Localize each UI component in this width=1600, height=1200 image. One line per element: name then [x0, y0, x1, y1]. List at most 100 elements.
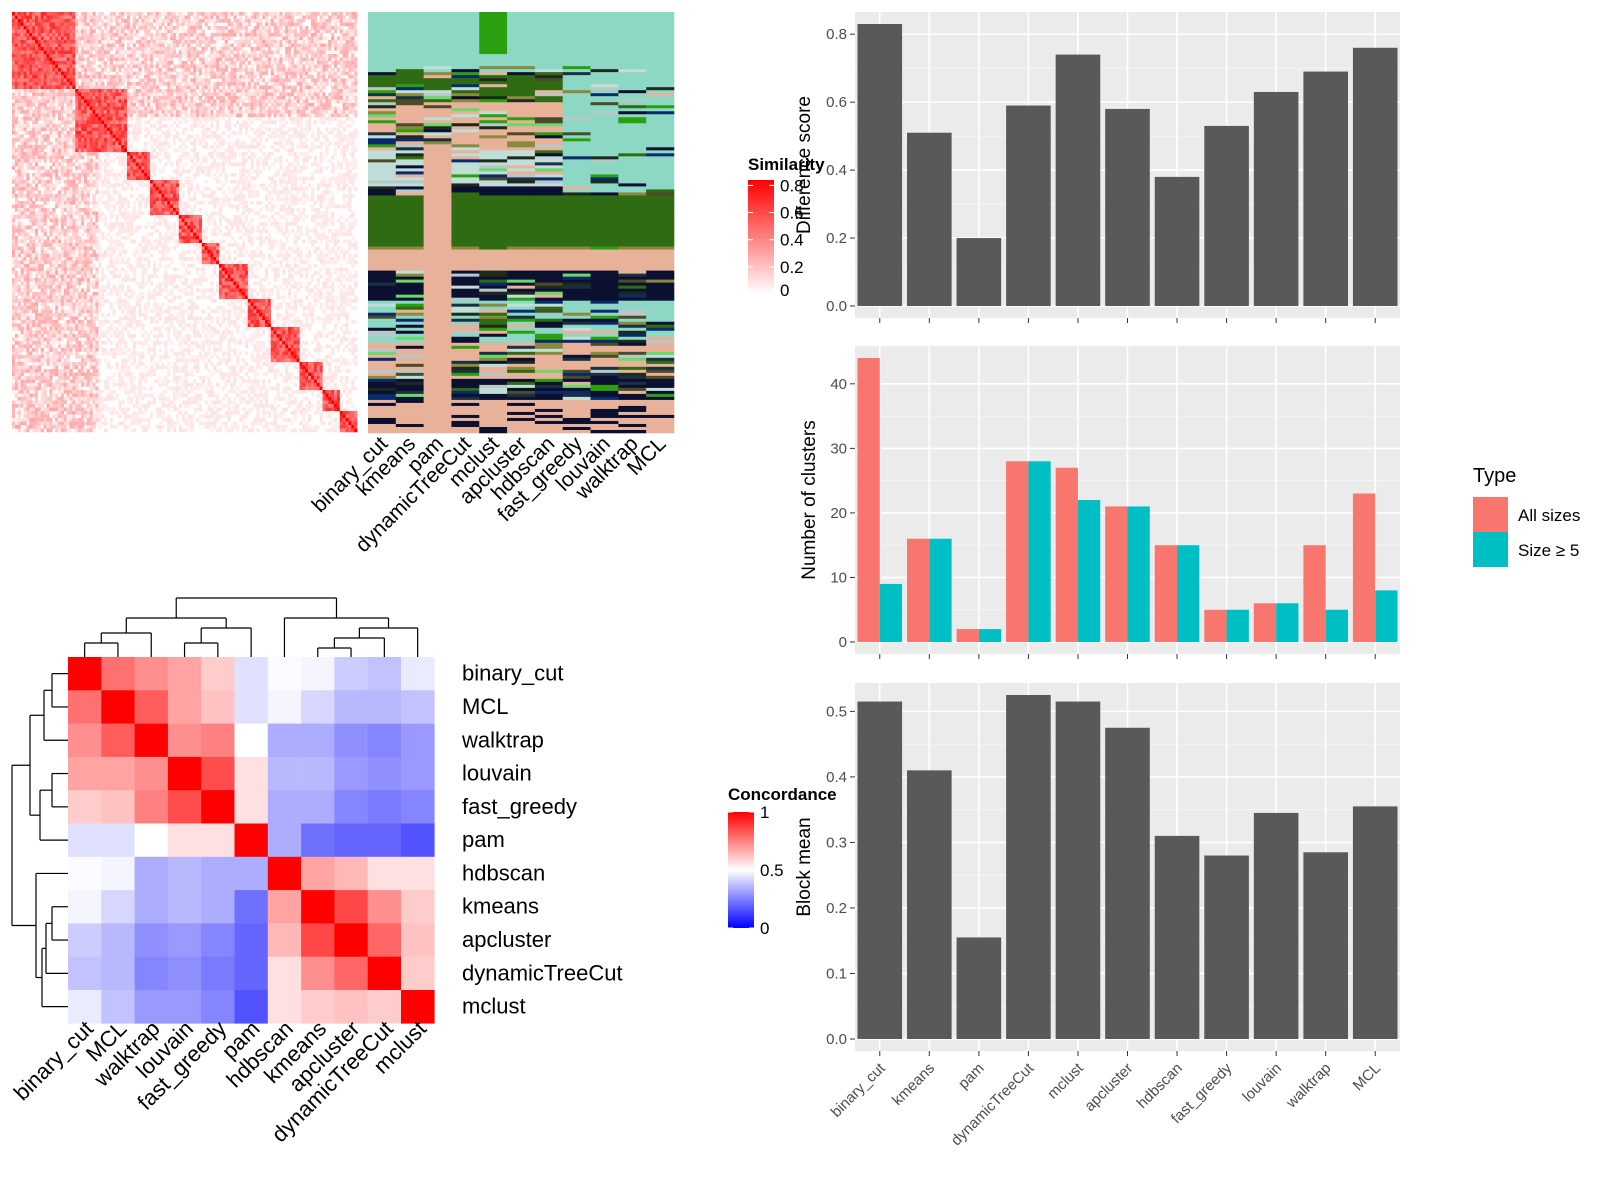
heatmap-cell [234, 790, 269, 824]
heatmap-cell [367, 690, 402, 724]
heatmap-cell [301, 956, 335, 991]
heatmap-cell [367, 923, 402, 957]
heatmap-cell [201, 823, 235, 858]
heatmap-cell [201, 690, 235, 724]
heatmap-cell [301, 657, 335, 691]
y-tick-label: 0.5 [826, 703, 847, 720]
heatmap-cell [101, 956, 135, 991]
heatmap-cell [234, 923, 269, 957]
heatmap-row-label: fast_greedy [462, 794, 577, 819]
heatmap-cell [101, 756, 135, 791]
similarity-legend-tick: 0.2 [780, 258, 804, 277]
bar [1105, 108, 1150, 306]
heatmap-cell [201, 956, 235, 991]
y-tick-label: 0.0 [826, 1031, 847, 1048]
bar [907, 538, 930, 642]
y-tick-label: 0.2 [826, 230, 847, 247]
heatmap-cell [367, 657, 402, 691]
legend-swatch-size-ge5 [1473, 532, 1508, 567]
heatmap-cell [167, 990, 202, 1024]
heatmap-cell [367, 756, 402, 791]
y-axis-label: Difference score [794, 96, 815, 234]
heatmap-cell [234, 723, 269, 758]
heatmap-cell [134, 890, 169, 924]
heatmap-cell [167, 923, 202, 957]
heatmap-cell [234, 823, 269, 858]
heatmap-row-label: pam [462, 827, 505, 852]
heatmap-cell [267, 923, 302, 957]
heatmap-cell [334, 790, 368, 824]
heatmap-cell [401, 956, 435, 991]
bar [1105, 727, 1150, 1039]
heatmap-row-label: louvain [462, 761, 532, 786]
bar [1154, 545, 1178, 642]
heatmap-cell [234, 890, 269, 924]
difference-score-chart: 0.0 0.2 0.4 0.6 0.8 Difference score [794, 12, 1400, 323]
cluster-method-labels: binary_cutkmeanspamdynamicTreeCutmclusta… [308, 432, 671, 557]
heatmap-cell [68, 990, 102, 1024]
heatmap-cell [334, 923, 368, 957]
heatmap-cell [234, 856, 269, 891]
bar [1055, 701, 1101, 1039]
heatmap-cell [68, 657, 102, 691]
heatmap-cell [401, 657, 435, 691]
bar [1006, 461, 1029, 642]
heatmap-cell [167, 756, 202, 791]
heatmap-cell [167, 956, 202, 991]
similarity-legend-gradient [748, 180, 774, 294]
legend-label-size-ge5: Size ≥ 5 [1518, 541, 1579, 560]
heatmap-cell [334, 990, 368, 1024]
bar [1055, 467, 1078, 642]
heatmap-cell [301, 756, 335, 791]
bar [1204, 855, 1249, 1039]
x-tick-label: dynamicTreeCut [948, 1059, 1038, 1149]
heatmap-cell [367, 723, 402, 758]
heatmap-cell [334, 690, 368, 724]
heatmap-cell [267, 756, 302, 791]
heatmap-col-label: binary_cut [9, 1016, 98, 1105]
x-tick-label: apcluster [1081, 1060, 1136, 1115]
heatmap-cell [234, 956, 269, 991]
legend-label-all-sizes: All sizes [1518, 506, 1580, 525]
y-tick-label: 0.4 [826, 162, 847, 179]
heatmap-cell [201, 890, 235, 924]
bar [1303, 852, 1348, 1039]
heatmap-cell [101, 890, 135, 924]
heatmap-cell [301, 723, 335, 758]
bar [956, 238, 1002, 306]
x-tick-label: walktrap [1282, 1060, 1334, 1112]
bar [1006, 695, 1051, 1039]
bar [1226, 609, 1249, 642]
heatmap-cell [201, 923, 235, 957]
y-tick-label: 0.0 [826, 298, 847, 315]
concordance-dendrogram [11, 597, 419, 1008]
heatmap-cell [101, 690, 135, 724]
heatmap-cell [334, 890, 368, 924]
heatmap-cell [267, 823, 302, 858]
x-tick-label: MCL [1350, 1060, 1384, 1094]
heatmap-cell [334, 856, 368, 891]
bar [1303, 545, 1326, 642]
heatmap-cell [167, 723, 202, 758]
heatmap-cell [267, 690, 302, 724]
bar [907, 132, 952, 306]
heatmap-cell [267, 723, 302, 758]
heatmap-row-label: mclust [462, 994, 526, 1019]
heatmap-cell [167, 690, 202, 724]
heatmap-cell [267, 790, 302, 824]
heatmap-cell [167, 856, 202, 891]
heatmap-cell [167, 657, 202, 691]
heatmap-cell [134, 690, 169, 724]
bar [1154, 176, 1200, 306]
heatmap-cell [68, 723, 102, 758]
heatmap-cell [267, 657, 302, 691]
heatmap-cell [68, 823, 102, 858]
similarity-legend-title: Similarity [748, 155, 825, 174]
heatmap-cell [367, 890, 402, 924]
heatmap-cell [367, 956, 402, 991]
y-tick-label: 0.1 [826, 965, 847, 982]
bar [1352, 493, 1376, 642]
heatmap-cell [201, 723, 235, 758]
number-of-clusters-chart: 0 10 20 30 40 Number of clusters [799, 346, 1400, 659]
